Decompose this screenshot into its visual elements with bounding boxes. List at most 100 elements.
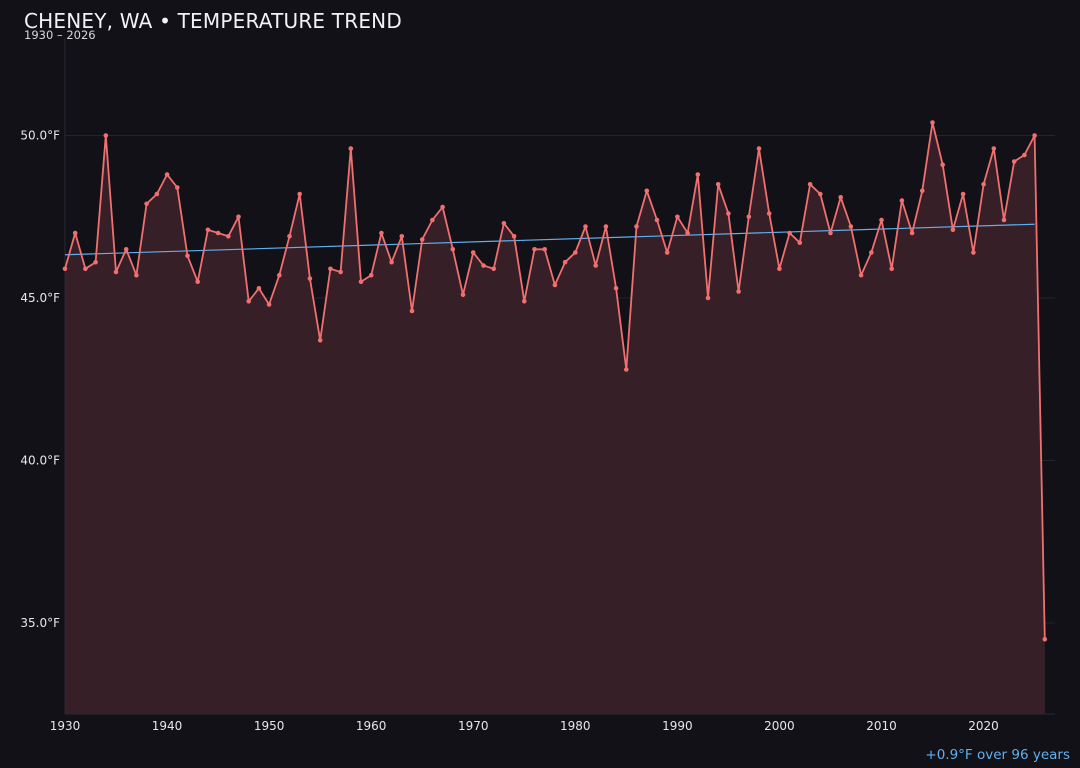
data-point-1980 — [573, 250, 578, 255]
data-point-2003 — [807, 182, 813, 187]
data-point-1979 — [562, 259, 568, 265]
trend-line — [64, 223, 1035, 256]
data-point-1992 — [695, 172, 701, 177]
data-point-2012 — [899, 198, 905, 203]
data-point-1937 — [134, 272, 139, 278]
data-point-1959 — [358, 279, 364, 285]
data-point-1993 — [705, 295, 711, 301]
data-point-1976 — [532, 247, 537, 252]
data-point-1954 — [307, 276, 313, 281]
data-point-1935 — [113, 269, 119, 275]
data-point-1966 — [430, 217, 435, 223]
data-point-1934 — [103, 133, 109, 138]
data-point-2018 — [960, 191, 966, 197]
data-point-1994 — [715, 182, 721, 187]
data-point-1931 — [72, 230, 78, 236]
data-point-2007 — [848, 224, 854, 229]
data-point-2014 — [920, 188, 925, 194]
data-point-2026 — [1042, 637, 1048, 642]
data-point-1952 — [287, 234, 292, 239]
data-point-1997 — [746, 214, 752, 220]
x-tick-label: 2010 — [866, 719, 897, 733]
data-point-1956 — [328, 266, 333, 272]
trend-summary: +0.9°F over 96 years — [925, 747, 1070, 763]
data-point-2022 — [1001, 217, 1007, 223]
data-point-1953 — [297, 191, 303, 197]
data-point-1957 — [338, 269, 343, 275]
data-point-1938 — [144, 201, 149, 207]
data-point-2017 — [950, 227, 956, 233]
data-point-1958 — [348, 146, 354, 151]
x-tick-label: 1940 — [152, 719, 183, 733]
data-point-1950 — [266, 302, 272, 307]
data-point-1969 — [460, 292, 466, 298]
data-point-1983 — [603, 224, 609, 229]
data-point-1946 — [226, 234, 231, 239]
data-point-2023 — [1011, 159, 1017, 164]
x-axis-ticks: 1930 1940 1950 1960 1970 1980 1990 2000 2010 2020 — [50, 719, 999, 733]
data-point-1951 — [277, 272, 282, 278]
data-point-1940 — [164, 172, 170, 177]
data-point-1974 — [511, 234, 517, 239]
data-point-1965 — [419, 237, 425, 242]
y-tick-label: 45.0°F — [20, 291, 60, 305]
x-tick-label: 1960 — [356, 719, 387, 733]
data-point-2008 — [858, 272, 864, 278]
data-point-1998 — [756, 146, 762, 151]
x-tick-label: 1930 — [50, 719, 81, 733]
data-point-1988 — [654, 217, 660, 223]
data-point-2021 — [991, 146, 997, 151]
data-point-2006 — [838, 195, 843, 200]
data-point-1939 — [154, 191, 160, 197]
data-point-1970 — [470, 250, 476, 255]
data-point-2015 — [930, 120, 935, 125]
data-point-2009 — [869, 250, 874, 255]
data-point-2004 — [818, 191, 823, 197]
x-tick-label: 1950 — [254, 719, 285, 733]
data-point-1986 — [634, 224, 639, 229]
data-point-1943 — [195, 279, 200, 285]
data-point-1942 — [185, 253, 190, 259]
data-point-1964 — [409, 308, 415, 314]
y-tick-label: 35.0°F — [20, 616, 60, 630]
data-point-1930 — [62, 266, 68, 272]
data-points — [62, 120, 1048, 642]
data-point-1981 — [583, 224, 588, 229]
chart-subtitle: 1930 – 2026 — [24, 28, 96, 42]
data-point-2013 — [909, 230, 915, 236]
data-point-1962 — [389, 259, 394, 265]
data-point-1996 — [736, 289, 741, 294]
data-point-1995 — [726, 211, 731, 216]
data-point-1968 — [450, 247, 456, 252]
data-point-1971 — [481, 263, 486, 268]
data-point-1933 — [93, 259, 98, 265]
data-point-1987 — [644, 188, 650, 194]
data-point-2011 — [889, 266, 894, 272]
data-point-2002 — [797, 240, 803, 245]
data-point-2001 — [787, 230, 792, 236]
y-axis-ticks: 35.0°F 40.0°F 45.0°F 50.0°F — [20, 129, 60, 631]
data-point-1984 — [613, 286, 619, 291]
data-point-1982 — [593, 263, 598, 268]
x-tick-label: 1970 — [458, 719, 489, 733]
data-point-1941 — [175, 185, 180, 190]
data-point-1973 — [501, 221, 507, 226]
data-point-1947 — [236, 214, 241, 220]
data-point-1949 — [256, 286, 262, 291]
chart-title: CHENEY, WA • TEMPERATURE TREND — [24, 9, 402, 33]
data-point-1989 — [664, 250, 670, 255]
data-point-1960 — [368, 272, 374, 278]
data-point-1932 — [83, 266, 88, 272]
data-point-1961 — [379, 230, 384, 236]
data-point-1975 — [522, 299, 527, 304]
x-tick-label: 1980 — [560, 719, 591, 733]
data-point-1977 — [542, 247, 547, 252]
data-point-1990 — [675, 214, 680, 220]
data-point-2020 — [981, 182, 986, 187]
data-point-2019 — [971, 250, 976, 255]
y-tick-label: 40.0°F — [20, 454, 60, 468]
y-tick-label: 50.0°F — [20, 129, 60, 143]
data-point-2016 — [940, 162, 945, 168]
data-point-2024 — [1022, 152, 1027, 158]
